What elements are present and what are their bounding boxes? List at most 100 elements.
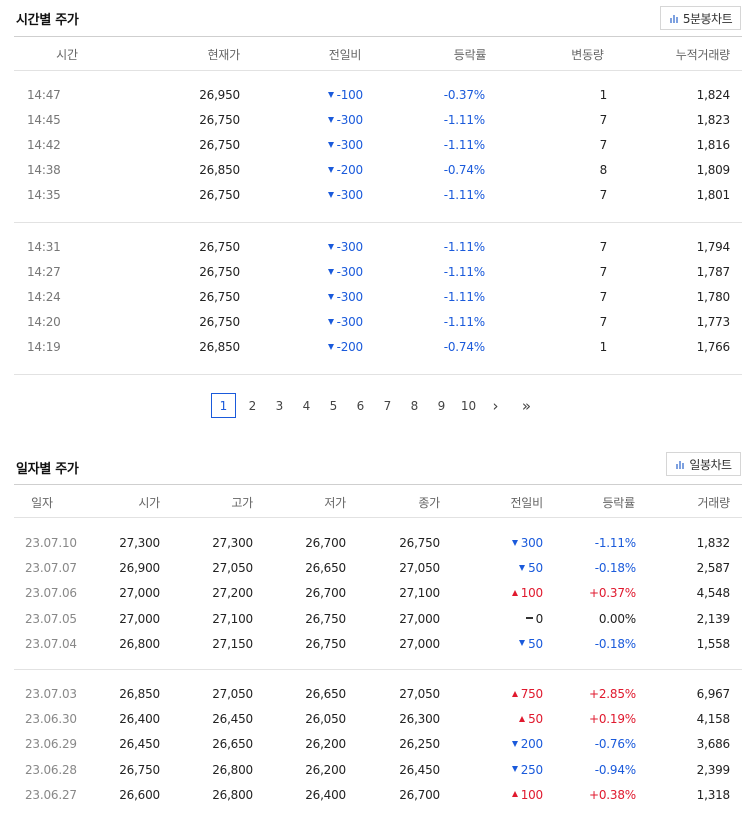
hourly-cumulative-volume: 1,816 (696, 138, 731, 152)
daily-low: 26,650 (305, 561, 346, 576)
hourly-time: 14:47 (27, 88, 61, 102)
daily-rate: +0.37% (589, 586, 636, 601)
hourly-time: 14:42 (27, 138, 61, 152)
hourly-price: 26,750 (199, 188, 240, 202)
daily-high: 27,300 (212, 536, 253, 550)
daily-volume: 3,686 (696, 737, 731, 752)
hourly-change: -300 (300, 113, 363, 127)
hourly-change: -200 (300, 340, 363, 354)
unchanged-icon (525, 617, 533, 620)
hourly-rate: -1.11% (443, 188, 485, 202)
daily-date: 23.07.07 (25, 561, 77, 576)
daily-header-6: 등락률 (602, 496, 635, 510)
page-8-link[interactable]: 8 (410, 398, 419, 413)
daily-low: 26,050 (305, 712, 346, 727)
daily-volume: 1,318 (696, 787, 731, 802)
hourly-cumulative-volume: 1,773 (696, 315, 731, 329)
page-10-link[interactable]: 10 (460, 398, 477, 413)
change-value: -100 (336, 88, 364, 102)
hourly-change: -300 (300, 290, 363, 304)
hourly-group-divider (14, 222, 742, 223)
hourly-price: 26,750 (199, 113, 240, 127)
page-7-link[interactable]: 7 (383, 398, 392, 413)
change-value: -300 (336, 188, 364, 202)
hourly-cumulative-volume: 1,823 (696, 113, 731, 127)
daily-low: 26,700 (305, 586, 346, 601)
hourly-rate: -1.11% (443, 265, 485, 279)
hourly-price: 26,950 (199, 88, 240, 102)
up-arrow-icon (511, 589, 518, 596)
hourly-time: 14:20 (27, 315, 61, 329)
hourly-volume: 8 (599, 163, 608, 177)
daily-change: 50 (483, 561, 543, 575)
hourly-price: 26,750 (199, 265, 240, 279)
up-arrow-icon (511, 690, 518, 697)
down-arrow-icon (327, 141, 334, 148)
page-9-link[interactable]: 9 (437, 398, 446, 413)
page-3-link[interactable]: 3 (275, 398, 284, 413)
daily-change: 750 (483, 687, 543, 701)
daily-rate: -1.11% (594, 536, 636, 550)
last-page-button[interactable]: » (513, 393, 540, 418)
daily-rate: 0.00% (598, 611, 636, 626)
change-value: 50 (528, 561, 543, 576)
hourly-change: -300 (300, 265, 363, 279)
hourly-volume: 7 (599, 138, 608, 152)
page-2-link[interactable]: 2 (248, 398, 257, 413)
daily-change: 200 (483, 737, 543, 751)
daily-close: 26,700 (399, 787, 440, 802)
change-value: -300 (336, 290, 364, 304)
hourly-change: -300 (300, 315, 363, 329)
change-value: -300 (336, 240, 364, 254)
up-arrow-icon (519, 715, 526, 722)
hourly-header-2: 전일비 (328, 48, 362, 62)
hourly-volume: 7 (599, 113, 608, 127)
change-value: 250 (520, 762, 544, 777)
down-arrow-icon (327, 318, 334, 325)
daily-volume: 2,139 (696, 611, 731, 626)
daily-rate: +0.38% (589, 787, 636, 802)
bar-chart-icon (669, 15, 678, 23)
change-value: 300 (520, 536, 544, 550)
hourly-volume: 7 (599, 188, 608, 202)
down-arrow-icon (511, 766, 518, 773)
daily-high: 26,800 (212, 787, 253, 802)
daily-group-divider (14, 669, 742, 670)
daily-high: 27,100 (212, 611, 253, 626)
hourly-rate: -0.74% (443, 163, 485, 177)
page-5-link[interactable]: 5 (329, 398, 338, 413)
page-4-link[interactable]: 4 (302, 398, 311, 413)
daily-close: 27,000 (399, 636, 440, 651)
daily-high: 26,450 (212, 712, 253, 727)
daily-low: 26,750 (305, 611, 346, 626)
daily-rate: -0.18% (594, 636, 636, 651)
change-value: 200 (520, 737, 544, 752)
change-value: 750 (520, 687, 544, 701)
hourly-cumulative-volume: 1,809 (696, 163, 731, 177)
daily-change: 100 (483, 586, 543, 600)
hourly-rate: -0.74% (443, 340, 485, 354)
hourly-header-3: 등락률 (453, 48, 487, 62)
chevron-right-icon: › (492, 396, 499, 415)
daily-date: 23.06.27 (25, 787, 77, 802)
daily-change: 0 (483, 612, 543, 626)
bar-chart-icon (676, 461, 685, 469)
daily-open: 27,000 (119, 611, 160, 626)
page-1-link[interactable]: 1 (211, 393, 236, 418)
daily-date: 23.07.10 (25, 536, 77, 550)
hourly-volume: 7 (599, 290, 608, 304)
change-value: 50 (528, 712, 543, 727)
hourly-price: 26,750 (199, 290, 240, 304)
change-value: -300 (336, 315, 364, 329)
down-arrow-icon (327, 166, 334, 173)
page-6-link[interactable]: 6 (356, 398, 365, 413)
five-minute-chart-button[interactable]: 5분봉차트 (660, 6, 741, 30)
change-value: -300 (336, 138, 364, 152)
daily-open: 27,000 (119, 586, 160, 601)
daily-header-2: 고가 (231, 496, 253, 510)
daily-chart-button[interactable]: 일봉차트 (666, 452, 741, 476)
five-minute-chart-label: 5분봉차트 (682, 11, 733, 26)
next-page-button[interactable]: › (482, 393, 509, 418)
daily-change: 100 (483, 788, 543, 802)
daily-header-0: 일자 (31, 496, 53, 510)
